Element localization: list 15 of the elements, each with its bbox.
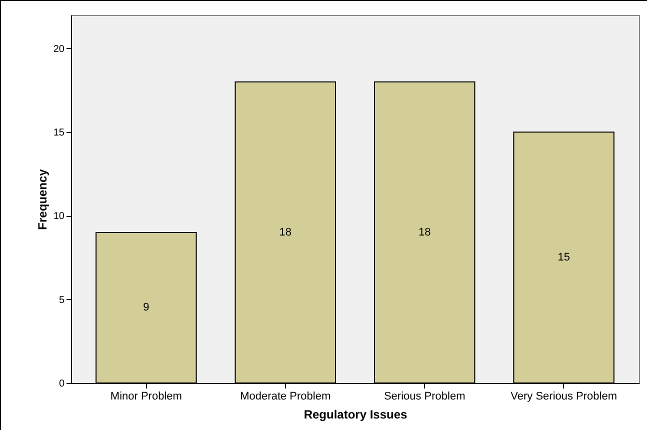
data-label: 18 [418,226,431,238]
y-tick-label: 20 [53,44,65,55]
x-axis-title: Regulatory Issues [304,408,408,422]
y-tick-label: 15 [53,128,65,139]
x-tick-label: Very Serious Problem [510,390,618,402]
y-tick-label: 10 [53,211,65,222]
y-tick-label: 0 [58,378,65,390]
x-tick-label: Minor Problem [110,390,182,402]
y-tick-label: 5 [58,294,65,306]
data-label: 9 [143,302,150,314]
data-label: 18 [279,226,292,238]
y-axis-title: Frequency [35,168,50,230]
x-tick-label: Serious Problem [384,390,466,402]
data-label: 15 [558,252,570,264]
x-tick-label: Moderate Problem [240,390,331,402]
